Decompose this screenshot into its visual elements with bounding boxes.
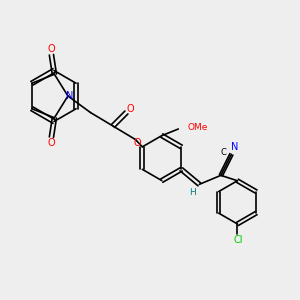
Text: O: O	[126, 104, 134, 115]
Text: N: N	[231, 142, 238, 152]
Text: Cl: Cl	[234, 235, 243, 244]
Text: O: O	[133, 138, 141, 148]
Text: H: H	[189, 188, 196, 197]
Text: C: C	[221, 148, 227, 157]
Text: O: O	[48, 44, 55, 54]
Text: OMe: OMe	[188, 123, 208, 132]
Text: N: N	[66, 91, 73, 101]
Text: O: O	[48, 138, 55, 148]
